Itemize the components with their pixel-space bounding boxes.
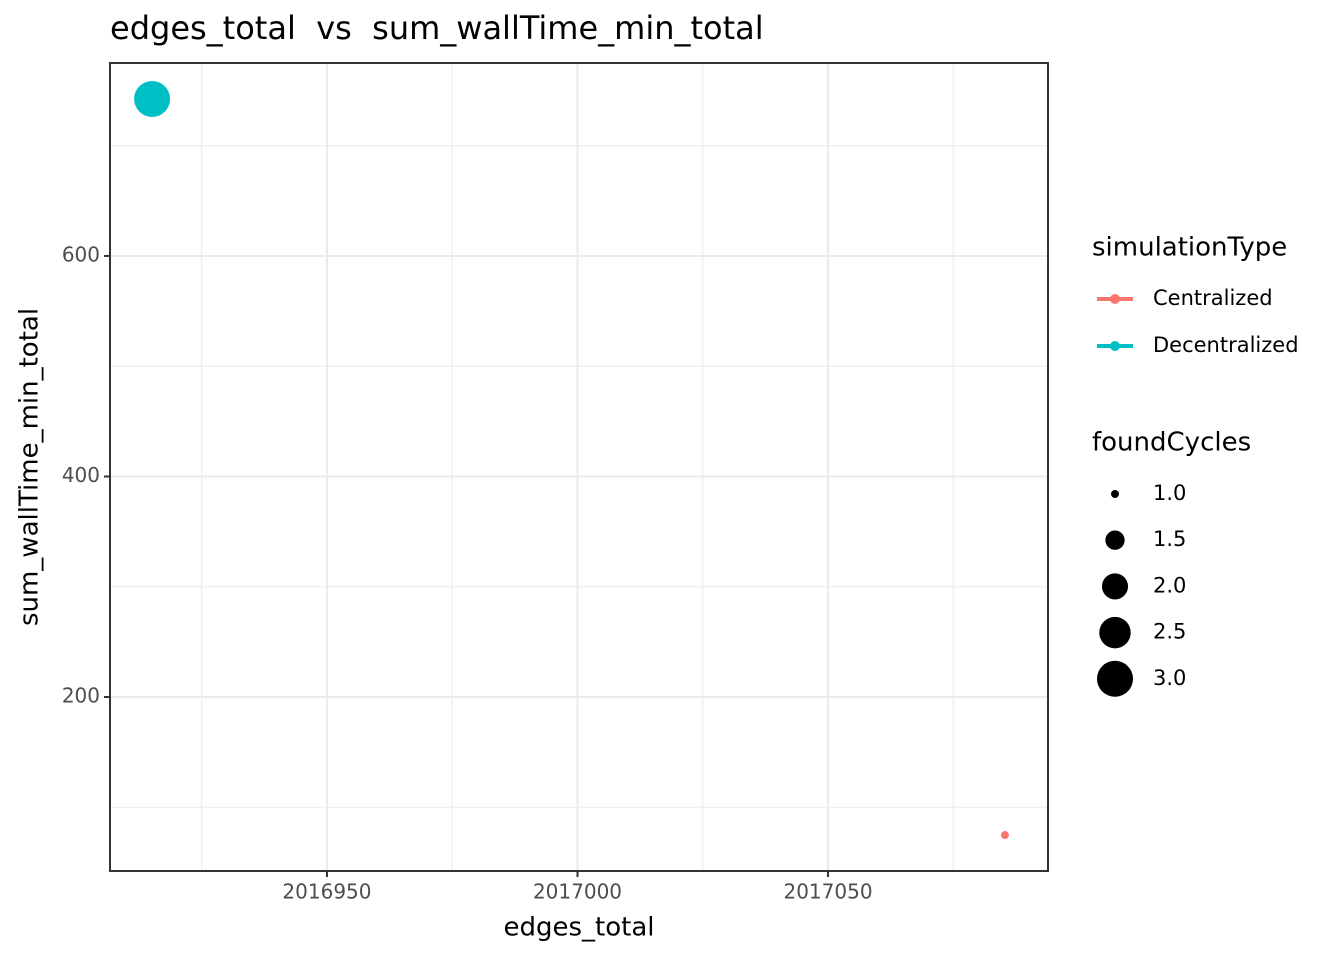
size-legend-label: 3.0 — [1153, 666, 1186, 690]
size-legend-key — [1099, 616, 1131, 649]
y-tick-label: 600 — [62, 242, 100, 266]
x-tick-label: 2017050 — [783, 880, 872, 904]
point — [1000, 831, 1009, 840]
y-tick-label: 200 — [62, 684, 100, 708]
legend-key-point — [1110, 294, 1120, 304]
legend-label: Decentralized — [1153, 333, 1299, 357]
x-tick-label: 2016950 — [282, 880, 371, 904]
panel-border — [109, 62, 1049, 872]
size-legend-label: 1.5 — [1153, 527, 1186, 551]
size-legend-key — [1105, 530, 1125, 550]
y-tick-label: 400 — [62, 463, 100, 487]
y-axis-title: sum_wallTime_min_total — [15, 308, 45, 626]
size-legend-label: 1.0 — [1153, 481, 1186, 505]
size-legend-label: 2.0 — [1153, 573, 1186, 597]
point — [134, 80, 171, 117]
color-legend-title: simulationType — [1092, 233, 1287, 263]
x-tick-label: 2017000 — [533, 880, 622, 904]
size-legend-key — [1111, 490, 1119, 498]
x-axis-title: edges_total — [504, 913, 655, 943]
size-legend-title: foundCycles — [1092, 428, 1251, 458]
legend-key-point — [1110, 341, 1120, 351]
size-legend-label: 2.5 — [1153, 620, 1186, 644]
plot-panel — [110, 63, 1048, 871]
legend-label: Centralized — [1153, 286, 1273, 310]
chart-title: edges_total vs sum_wallTime_min_total — [110, 9, 764, 47]
size-legend-key — [1101, 573, 1129, 600]
size-legend-key — [1097, 660, 1133, 697]
